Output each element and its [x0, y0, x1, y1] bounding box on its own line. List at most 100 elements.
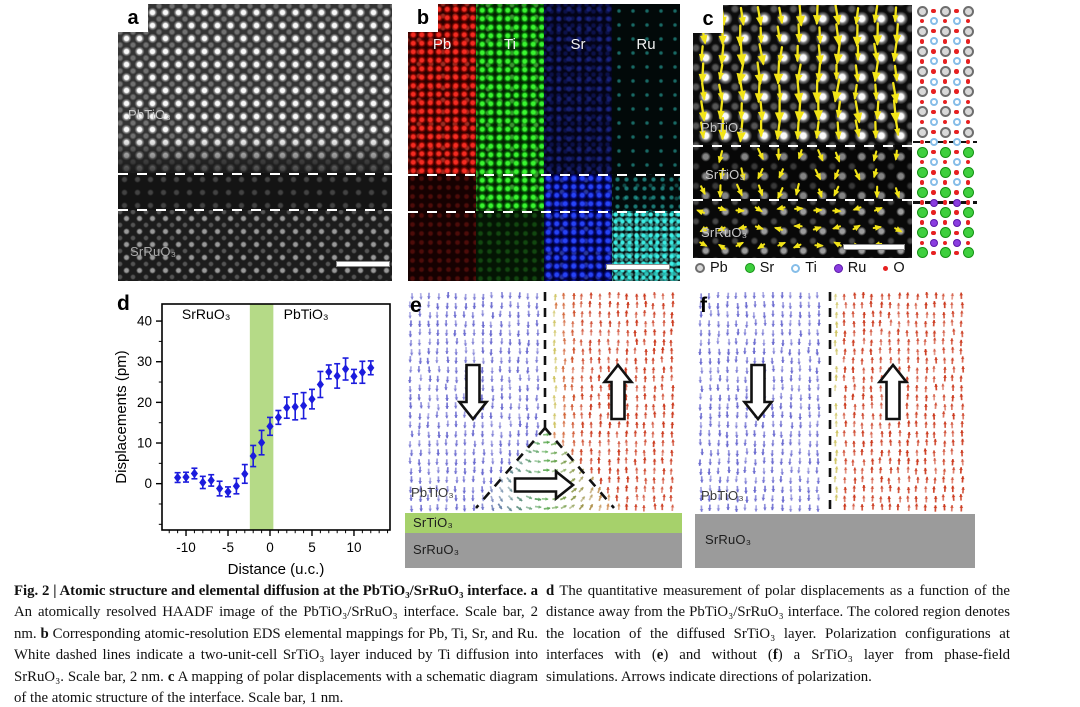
vector-dash-head [662, 468, 666, 472]
vector-dash-head [651, 367, 656, 371]
vector-dash-head [834, 449, 839, 453]
vector-dash-head [788, 415, 793, 419]
vector-dash-head [834, 366, 839, 370]
eds-strip-ti: Ti [476, 4, 544, 281]
vector-dash-head [554, 365, 558, 369]
data-point [367, 363, 375, 373]
vector-dash-head [570, 321, 575, 324]
vector-dash-head [417, 416, 422, 420]
vector-dash-head [588, 339, 593, 343]
vector-dash-head [716, 313, 721, 317]
vector-dash-head [807, 343, 812, 347]
atom-pb [939, 86, 951, 98]
eds-region [544, 4, 612, 174]
displacement-arrow-head [757, 152, 764, 161]
vector-dash-head [960, 356, 965, 360]
displacement-arrow-head [717, 191, 724, 199]
vector-dash-head [736, 388, 740, 392]
vector-dash-head [869, 448, 874, 452]
atom-o [931, 89, 936, 94]
vector-dash-head [546, 468, 550, 473]
vector-dash-head [860, 467, 865, 471]
atom-o [942, 39, 948, 44]
vector-dash-head [437, 434, 441, 438]
vector-dash-head [834, 311, 839, 315]
vector-dash-head [528, 506, 533, 510]
vector-dash-head [949, 403, 954, 407]
vector-dash-head [408, 424, 413, 428]
vector-dash-head [669, 374, 674, 378]
vector-dash-head [914, 394, 919, 398]
vector-dash-head [698, 396, 703, 400]
atom-ti [952, 178, 961, 187]
vector-dash-head [788, 481, 793, 484]
vector-dash-head [563, 460, 567, 464]
vector-dash-head [652, 394, 657, 398]
vector-dash-head [563, 505, 567, 509]
vector-dash-head [843, 302, 848, 305]
vector-dash-head [426, 324, 431, 328]
eds-region [408, 211, 476, 281]
vector-dash-head [408, 304, 412, 308]
vector-dash-head [624, 466, 629, 470]
atom-pb [939, 126, 951, 138]
vector-dash-head [834, 348, 839, 352]
vector-dash-head [489, 305, 494, 309]
vector-dash-head [606, 402, 611, 406]
vector-dash-head [508, 507, 512, 511]
displacement-arrow-head [754, 73, 764, 86]
displacement-arrow-head [874, 110, 882, 121]
displacement-arrow-head [773, 226, 782, 233]
vector-dash-head [906, 339, 911, 342]
vector-dash-head [778, 406, 783, 410]
caption-text-segment: ) a SrTiO₃ layer from phase-field simula… [546, 647, 1010, 685]
vector-dash-head [589, 403, 593, 407]
scale-bar [843, 244, 905, 250]
vector-dash-head [943, 430, 947, 434]
vector-dash-head [642, 385, 647, 389]
material-label-srtio3: SrTiO₃ [705, 167, 745, 182]
vector-dash-head [896, 503, 900, 507]
vector-dash-head [815, 424, 820, 428]
vector-dash-head [771, 387, 776, 391]
vector-dash-head [870, 357, 875, 360]
vector-dash-head [798, 425, 803, 429]
vector-dash-head [471, 341, 475, 345]
vector-dash-head [472, 297, 477, 301]
vector-dash-head [517, 468, 521, 472]
vector-dash-head [454, 397, 459, 401]
vector-dash-head [481, 388, 485, 392]
vector-dash-head [652, 448, 657, 452]
vector-dash-head [598, 385, 603, 389]
atom-pb [962, 66, 974, 78]
vector-dash-head [437, 369, 442, 373]
vector-dash-head [470, 498, 475, 502]
vector-dash-head [699, 333, 703, 337]
atom-o [931, 210, 936, 215]
vector-dash-head [735, 351, 740, 355]
vector-dash-head [771, 480, 775, 484]
displacement-arrow-head [738, 16, 746, 26]
displacement-arrow-head [774, 130, 783, 141]
vector-dash-head [761, 360, 766, 364]
data-point [358, 367, 366, 378]
atom-ru [952, 218, 961, 227]
vector-dash-head [562, 395, 566, 399]
vector-dash-head [408, 460, 412, 464]
vector-dash-head [771, 489, 776, 492]
displacement-arrow-head [757, 242, 765, 250]
vector-dash-head [572, 293, 576, 296]
vector-dash-head [771, 333, 776, 337]
vector-dash-head [718, 398, 722, 402]
vector-dash-head [597, 449, 602, 453]
vector-dash-head [408, 405, 413, 409]
vector-dash-head [444, 323, 449, 327]
displacement-arrow-head [872, 170, 879, 179]
vector-dash-head [418, 481, 423, 484]
vector-dash-head [418, 470, 422, 473]
vector-dash-head [960, 476, 965, 480]
vector-dash-head [869, 439, 874, 443]
atom-o [954, 190, 959, 195]
atom-o [965, 79, 971, 84]
vector-dash-head [897, 366, 902, 370]
